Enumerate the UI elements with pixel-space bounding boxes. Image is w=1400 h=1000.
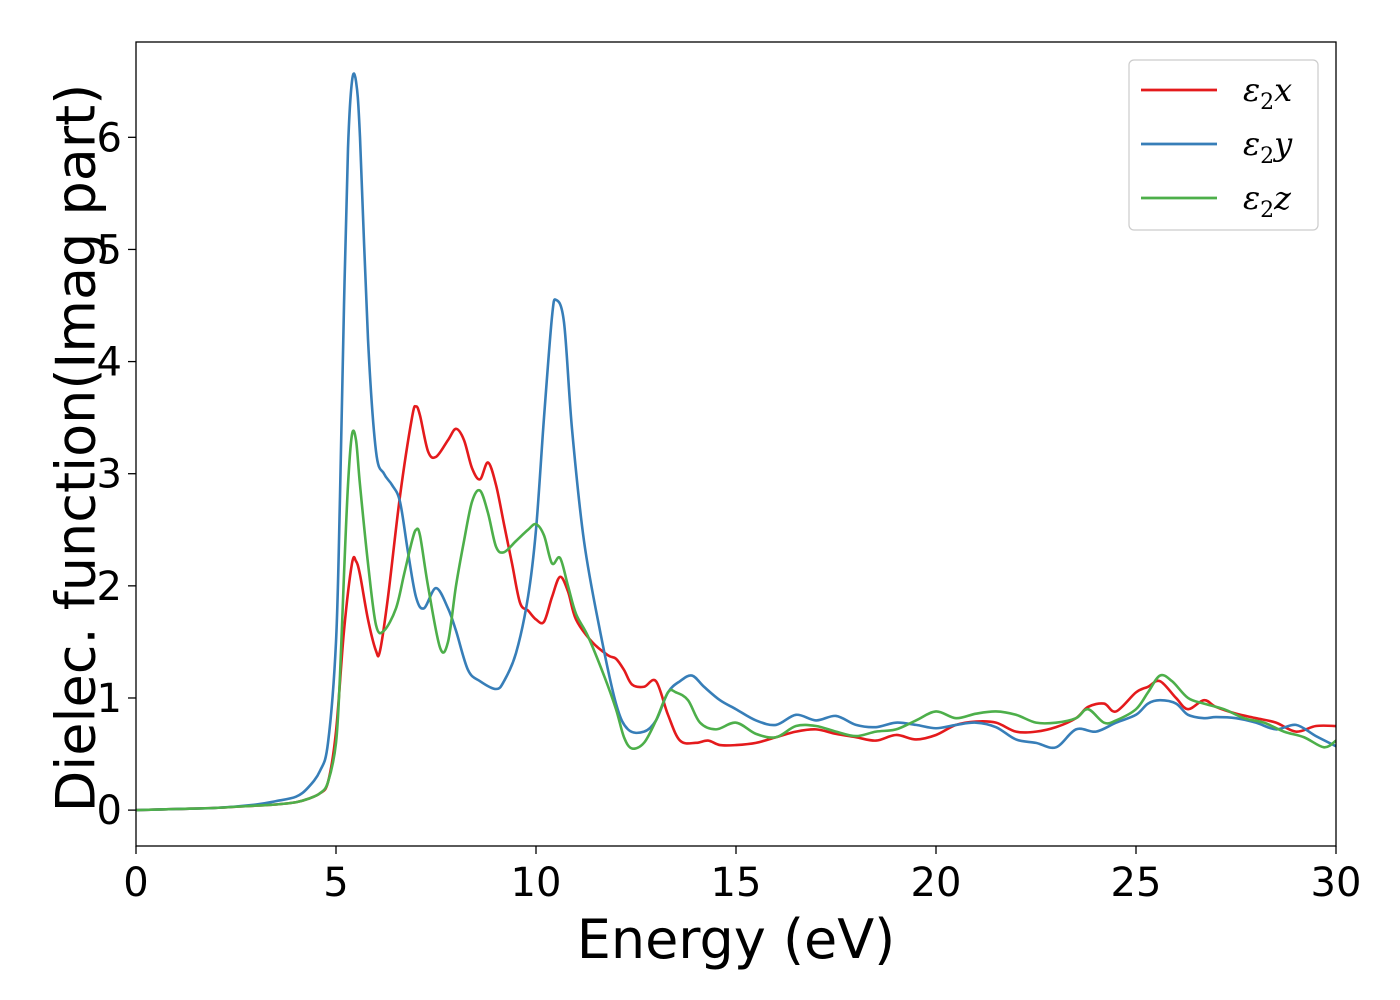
y-tick-label: 3 [97,452,122,498]
y-tick-label: 1 [97,676,122,722]
y-tick-label: 0 [97,788,122,834]
y-tick-label: 4 [97,340,122,386]
series-line-y [136,72,1336,812]
series-line-z [136,429,1336,812]
legend: ε2x ε2y ε2z [1128,59,1319,231]
x-tick-label: 15 [711,860,762,906]
series-line-x [136,404,1336,812]
y-tick-label: 5 [97,227,122,273]
series-layer [136,72,1336,812]
x-axis: 0 5 10 15 20 25 30 [123,846,1361,906]
x-tick-label: 5 [323,860,348,906]
x-tick-label: 10 [511,860,562,906]
legend-label-y: ε2y [1243,125,1293,169]
x-tick-label: 25 [1111,860,1162,906]
y-tick-label: 6 [97,115,122,161]
x-tick-label: 30 [1311,860,1362,906]
x-axis-title: Energy (eV) [577,908,896,971]
y-axis-title: Dielec. function(Imag part) [45,84,108,813]
legend-label-z: ε2z [1243,179,1292,223]
y-axis: 0 1 2 3 4 5 6 [97,115,136,834]
x-tick-label: 20 [911,860,962,906]
legend-label-x: ε2x [1243,71,1292,115]
x-tick-label: 0 [123,860,148,906]
legend-box [1128,59,1319,231]
y-tick-label: 2 [97,564,122,610]
